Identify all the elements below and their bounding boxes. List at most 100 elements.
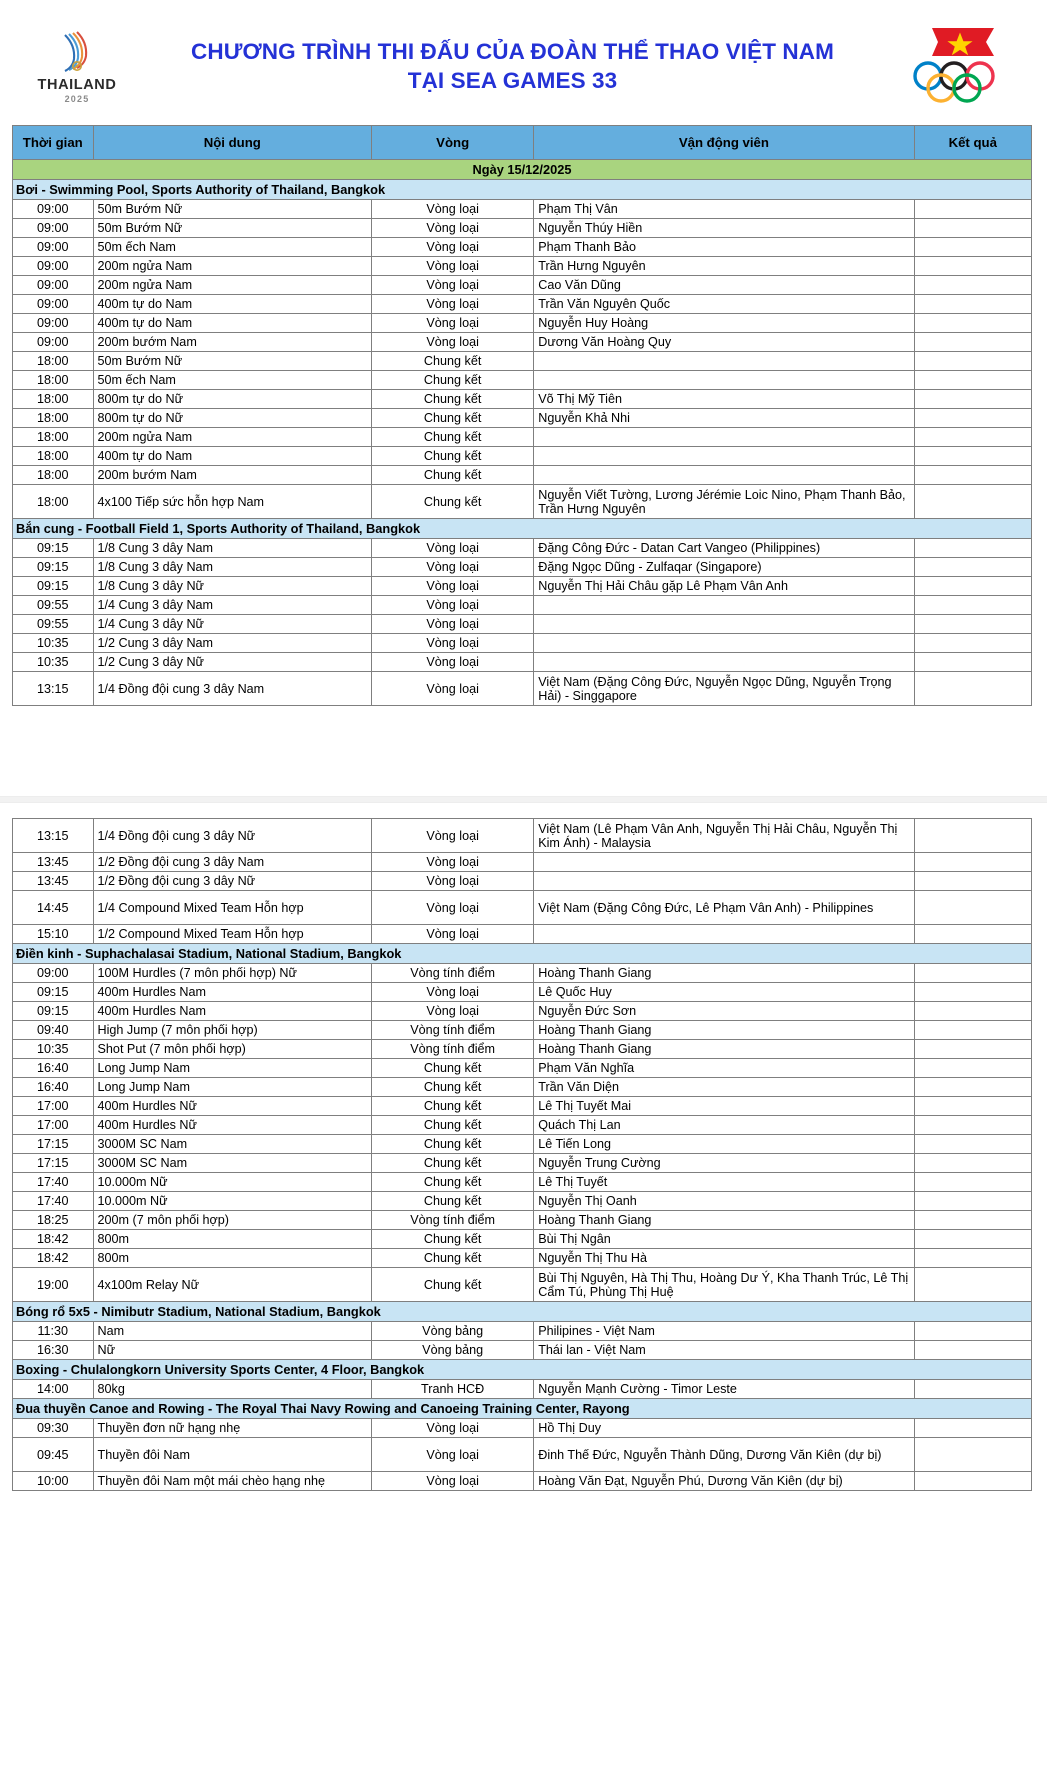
cell-result[interactable] bbox=[913, 218, 1033, 238]
table-row[interactable]: 17:15 3000M SC Nam Chung kết Lê Tiến Long bbox=[12, 1134, 1033, 1154]
cell-result[interactable] bbox=[913, 871, 1033, 891]
table-row[interactable]: 09:30 Thuyền đơn nữ hạng nhẹ Vòng loại Hồ T… bbox=[12, 1418, 1033, 1438]
cell-result[interactable] bbox=[913, 1020, 1033, 1040]
table-row[interactable]: 18:25 200m (7 môn phối hợp) Vòng tính điểm… bbox=[12, 1210, 1033, 1230]
cell-result[interactable] bbox=[913, 465, 1033, 485]
table-row[interactable]: 09:00 400m tự do Nam Vòng loại Nguyễn Huy H… bbox=[12, 313, 1033, 333]
table-row[interactable]: 17:00 400m Hurdles Nữ Chung kết Lê Thị Tuyế… bbox=[12, 1096, 1033, 1116]
table-row[interactable]: 09:00 100M Hurdles (7 môn phối hợp) Nữ Vòn… bbox=[12, 963, 1033, 983]
cell-result[interactable] bbox=[913, 1379, 1033, 1399]
cell-result[interactable] bbox=[913, 275, 1033, 295]
table-row[interactable]: 09:15 400m Hurdles Nam Vòng loại Lê Quốc Hu… bbox=[12, 982, 1033, 1002]
cell-result[interactable] bbox=[913, 237, 1033, 257]
cell-result[interactable] bbox=[913, 963, 1033, 983]
table-row[interactable]: 16:30 Nữ Vòng bảng Thái lan - Việt Nam bbox=[12, 1340, 1033, 1360]
table-row[interactable]: 10:35 1/2 Cung 3 dây Nam Vòng loại bbox=[12, 633, 1033, 653]
cell-result[interactable] bbox=[913, 1172, 1033, 1192]
table-row[interactable]: 19:00 4x100m Relay Nữ Chung kết Bùi Thị Ngu… bbox=[12, 1267, 1033, 1302]
cell-result[interactable] bbox=[913, 852, 1033, 872]
cell-result[interactable] bbox=[913, 1437, 1033, 1472]
cell-result[interactable] bbox=[913, 1248, 1033, 1268]
table-row[interactable]: 09:00 200m bướm Nam Vòng loại Dương Văn Hoà… bbox=[12, 332, 1033, 352]
table-row[interactable]: 13:45 1/2 Đồng đội cung 3 dây Nữ Vòng loại bbox=[12, 871, 1033, 891]
table-row[interactable]: 10:35 Shot Put (7 môn phối hợp) Vòng tính … bbox=[12, 1039, 1033, 1059]
cell-result[interactable] bbox=[913, 633, 1033, 653]
table-row[interactable]: 09:15 400m Hurdles Nam Vòng loại Nguyễn Đức… bbox=[12, 1001, 1033, 1021]
table-row[interactable]: 18:00 800m tự do Nữ Chung kết Nguyễn Khả Nh… bbox=[12, 408, 1033, 428]
cell-result[interactable] bbox=[913, 1077, 1033, 1097]
table-row[interactable]: 14:45 1/4 Compound Mixed Team Hỗn hợp Vòng… bbox=[12, 890, 1033, 925]
table-row[interactable]: 18:42 800m Chung kết Nguyễn Thị Thu Hà bbox=[12, 1248, 1033, 1268]
table-row[interactable]: 13:15 1/4 Đồng đội cung 3 dây Nam Vòng loạ… bbox=[12, 671, 1033, 706]
cell-result[interactable] bbox=[913, 1340, 1033, 1360]
table-row[interactable]: 10:00 Thuyền đôi Nam một mái chèo hạng nh… bbox=[12, 1471, 1033, 1491]
cell-result[interactable] bbox=[913, 427, 1033, 447]
table-row[interactable]: 09:15 1/8 Cung 3 dây Nam Vòng loại Đặng Ngọ… bbox=[12, 557, 1033, 577]
table-row[interactable]: 09:00 200m ngửa Nam Vòng loại Trần Hưng Ngu… bbox=[12, 256, 1033, 276]
table-row[interactable]: 09:55 1/4 Cung 3 dây Nữ Vòng loại bbox=[12, 614, 1033, 634]
table-row[interactable]: 18:00 50m ếch Nam Chung kết bbox=[12, 370, 1033, 390]
cell-result[interactable] bbox=[913, 595, 1033, 615]
cell-result[interactable] bbox=[913, 576, 1033, 596]
table-row[interactable]: 13:15 1/4 Đồng đội cung 3 dây Nữ Vòng loại… bbox=[12, 818, 1033, 853]
cell-result[interactable] bbox=[913, 199, 1033, 219]
table-row[interactable]: 09:00 200m ngửa Nam Vòng loại Cao Văn Dũng bbox=[12, 275, 1033, 295]
cell-result[interactable] bbox=[913, 332, 1033, 352]
cell-result[interactable] bbox=[913, 1153, 1033, 1173]
table-row[interactable]: 09:15 1/8 Cung 3 dây Nữ Vòng loại Nguyễn Th… bbox=[12, 576, 1033, 596]
table-row[interactable]: 09:00 50m Bướm Nữ Vòng loại Nguyễn Thúy Hiề… bbox=[12, 218, 1033, 238]
table-row[interactable]: 09:00 50m ếch Nam Vòng loại Phạm Thanh Bảo bbox=[12, 237, 1033, 257]
table-row[interactable]: 09:15 1/8 Cung 3 dây Nam Vòng loại Đặng Côn… bbox=[12, 538, 1033, 558]
table-row[interactable]: 18:42 800m Chung kết Bùi Thị Ngân bbox=[12, 1229, 1033, 1249]
cell-result[interactable] bbox=[913, 924, 1033, 944]
cell-result[interactable] bbox=[913, 1191, 1033, 1211]
cell-result[interactable] bbox=[913, 1267, 1033, 1302]
table-row[interactable]: 17:40 10.000m Nữ Chung kết Nguyễn Thị Oanh bbox=[12, 1191, 1033, 1211]
table-row[interactable]: 17:00 400m Hurdles Nữ Chung kết Quách Thị L… bbox=[12, 1115, 1033, 1135]
cell-result[interactable] bbox=[913, 351, 1033, 371]
table-row[interactable]: 09:00 50m Bướm Nữ Vòng loại Phạm Thị Vân bbox=[12, 199, 1033, 219]
table-row[interactable]: 15:10 1/2 Compound Mixed Team Hỗn hợp Vòng… bbox=[12, 924, 1033, 944]
cell-result[interactable] bbox=[913, 890, 1033, 925]
cell-result[interactable] bbox=[913, 446, 1033, 466]
table-row[interactable]: 18:00 200m bướm Nam Chung kết bbox=[12, 465, 1033, 485]
cell-result[interactable] bbox=[913, 1096, 1033, 1116]
cell-result[interactable] bbox=[913, 1058, 1033, 1078]
cell-result[interactable] bbox=[913, 1321, 1033, 1341]
table-row[interactable]: 18:00 4x100 Tiếp sức hỗn hợp Nam Chung kết… bbox=[12, 484, 1033, 519]
table-row[interactable]: 16:40 Long Jump Nam Chung kết Phạm Văn Nghĩ… bbox=[12, 1058, 1033, 1078]
cell-result[interactable] bbox=[913, 389, 1033, 409]
cell-result[interactable] bbox=[913, 1134, 1033, 1154]
cell-result[interactable] bbox=[913, 1229, 1033, 1249]
table-row[interactable]: 18:00 400m tự do Nam Chung kết bbox=[12, 446, 1033, 466]
table-row[interactable]: 09:55 1/4 Cung 3 dây Nam Vòng loại bbox=[12, 595, 1033, 615]
cell-result[interactable] bbox=[913, 1115, 1033, 1135]
table-row[interactable]: 18:00 200m ngửa Nam Chung kết bbox=[12, 427, 1033, 447]
table-row[interactable]: 16:40 Long Jump Nam Chung kết Trần Văn Diện bbox=[12, 1077, 1033, 1097]
table-row[interactable]: 10:35 1/2 Cung 3 dây Nữ Vòng loại bbox=[12, 652, 1033, 672]
cell-result[interactable] bbox=[913, 1471, 1033, 1491]
table-row[interactable]: 14:00 80kg Tranh HCĐ Nguyễn Mạnh Cường - Ti… bbox=[12, 1379, 1033, 1399]
cell-result[interactable] bbox=[913, 614, 1033, 634]
cell-result[interactable] bbox=[913, 1039, 1033, 1059]
cell-result[interactable] bbox=[913, 484, 1033, 519]
table-row[interactable]: 11:30 Nam Vòng bảng Philipines - Việt Nam bbox=[12, 1321, 1033, 1341]
cell-result[interactable] bbox=[913, 294, 1033, 314]
cell-result[interactable] bbox=[913, 671, 1033, 706]
cell-result[interactable] bbox=[913, 1210, 1033, 1230]
cell-result[interactable] bbox=[913, 818, 1033, 853]
cell-result[interactable] bbox=[913, 652, 1033, 672]
cell-result[interactable] bbox=[913, 256, 1033, 276]
table-row[interactable]: 18:00 800m tự do Nữ Chung kết Võ Thị Mỹ Tiê… bbox=[12, 389, 1033, 409]
cell-result[interactable] bbox=[913, 370, 1033, 390]
table-row[interactable]: 09:00 400m tự do Nam Vòng loại Trần Văn Ngu… bbox=[12, 294, 1033, 314]
table-row[interactable]: 17:15 3000M SC Nam Chung kết Nguyễn Trung C… bbox=[12, 1153, 1033, 1173]
cell-result[interactable] bbox=[913, 313, 1033, 333]
table-row[interactable]: 18:00 50m Bướm Nữ Chung kết bbox=[12, 351, 1033, 371]
cell-result[interactable] bbox=[913, 557, 1033, 577]
table-row[interactable]: 17:40 10.000m Nữ Chung kết Lê Thị Tuyết bbox=[12, 1172, 1033, 1192]
cell-result[interactable] bbox=[913, 538, 1033, 558]
table-row[interactable]: 13:45 1/2 Đồng đội cung 3 dây Nam Vòng loạ… bbox=[12, 852, 1033, 872]
cell-result[interactable] bbox=[913, 408, 1033, 428]
table-row[interactable]: 09:40 High Jump (7 môn phối hợp) Vòng tính… bbox=[12, 1020, 1033, 1040]
